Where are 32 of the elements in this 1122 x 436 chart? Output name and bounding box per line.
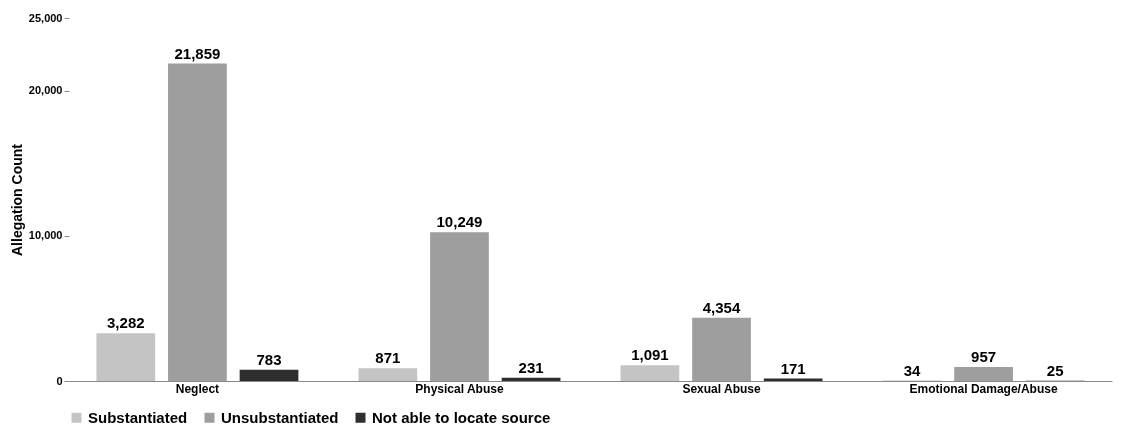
x-tick-label: Emotional Damage/Abuse <box>909 381 1058 396</box>
legend-label: Not able to locate source <box>372 408 551 426</box>
data-label: 34 <box>903 361 921 379</box>
bar <box>358 368 418 381</box>
y-axis-title: Allegation Count <box>8 143 25 256</box>
bar <box>239 369 299 381</box>
y-tick-label: 25,000 <box>28 11 63 24</box>
data-label: 871 <box>375 349 401 367</box>
data-label: 1,091 <box>631 346 669 364</box>
data-label: 10,249 <box>436 213 483 231</box>
legend-label: Substantiated <box>88 408 188 426</box>
legend-label: Unsubstantiated <box>221 408 339 426</box>
y-tick-label: 20,000 <box>28 84 63 97</box>
data-label: 21,859 <box>174 44 221 62</box>
bar <box>692 317 751 381</box>
bar <box>96 333 156 381</box>
bar <box>620 365 680 381</box>
data-label: 4,354 <box>702 298 741 316</box>
x-tick-label: Physical Abuse <box>415 381 504 396</box>
x-tick-label: Neglect <box>175 381 220 396</box>
data-label: 171 <box>780 359 806 377</box>
data-label: 25 <box>1046 361 1064 379</box>
data-label: 3,282 <box>107 314 145 332</box>
data-label: 231 <box>518 358 544 376</box>
x-tick-label: Sexual Abuse <box>682 381 761 396</box>
y-tick-label: 0 <box>56 374 63 387</box>
data-label: 957 <box>971 348 997 366</box>
bar <box>430 232 489 381</box>
bar <box>168 63 227 381</box>
bar <box>954 367 1013 381</box>
data-label: 783 <box>256 350 282 368</box>
y-tick-label: 10,000 <box>28 229 63 242</box>
